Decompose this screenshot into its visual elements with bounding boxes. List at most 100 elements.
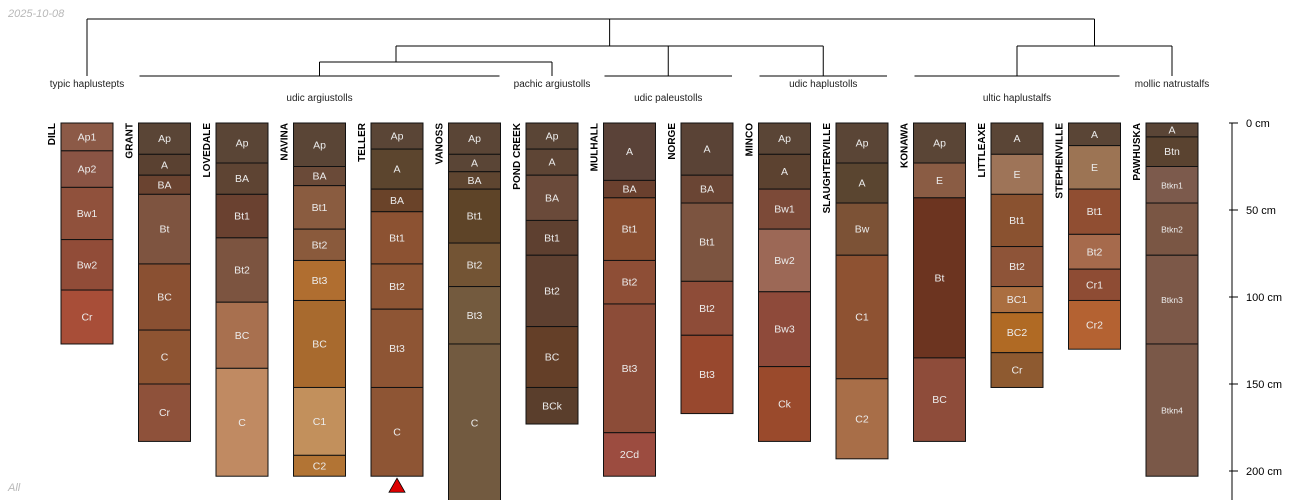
profile-name: KONAWA bbox=[900, 123, 911, 168]
horizon-rect bbox=[990, 193, 1044, 248]
horizon-label: Bt2 bbox=[544, 285, 560, 297]
horizon-rect bbox=[370, 263, 424, 310]
horizon-label: BA bbox=[622, 184, 636, 196]
horizon-rect bbox=[60, 289, 114, 345]
horizon-rect bbox=[1145, 254, 1199, 345]
group-label: udic haplustolls bbox=[789, 79, 857, 90]
horizon-label: BA bbox=[390, 195, 404, 207]
horizon-label: Ck bbox=[778, 399, 792, 411]
horizon-label: Btkn4 bbox=[1161, 406, 1183, 416]
horizon-rect bbox=[60, 150, 114, 188]
horizon-rect bbox=[525, 122, 579, 150]
horizon-rect bbox=[293, 454, 346, 477]
horizon-rect bbox=[448, 286, 501, 345]
horizon-rect bbox=[603, 197, 656, 261]
horizon-label: Ap bbox=[391, 131, 404, 143]
horizon-rect bbox=[60, 239, 114, 291]
horizon-rect bbox=[370, 211, 424, 265]
horizon-label: Cr bbox=[159, 407, 171, 419]
horizon-label: C bbox=[471, 418, 479, 430]
horizon-label: Bt1 bbox=[1009, 215, 1025, 227]
horizon-label: Ap1 bbox=[78, 131, 97, 143]
horizon-label: A bbox=[471, 158, 478, 170]
horizon-label: BA bbox=[545, 192, 559, 204]
depth-axis-label: 50 cm bbox=[1246, 205, 1276, 217]
profile-name: MULHALL bbox=[590, 123, 601, 171]
horizon-rect bbox=[603, 122, 656, 181]
horizon-label: Ap2 bbox=[78, 164, 97, 176]
profile-name: DILL bbox=[47, 123, 58, 145]
horizon-label: Bt1 bbox=[312, 202, 328, 214]
horizon-label: E bbox=[1013, 169, 1020, 181]
horizon-label: BC1 bbox=[1007, 294, 1028, 306]
horizon-rect bbox=[680, 334, 734, 415]
horizon-label: Cr2 bbox=[1086, 319, 1103, 331]
horizon-rect bbox=[1068, 233, 1121, 270]
horizon-rect bbox=[1068, 299, 1121, 350]
horizon-label: BC bbox=[545, 352, 560, 364]
horizon-label: Bt1 bbox=[622, 224, 638, 236]
footer-label: All bbox=[8, 482, 21, 494]
horizon-label: E bbox=[1091, 162, 1098, 174]
horizon-rect bbox=[215, 301, 269, 369]
horizon-label: Ap bbox=[546, 131, 559, 143]
horizon-rect bbox=[758, 188, 811, 230]
horizon-rect bbox=[680, 280, 734, 336]
horizon-rect bbox=[448, 343, 501, 500]
horizon-label: Bt1 bbox=[1087, 206, 1103, 218]
horizon-rect bbox=[1068, 188, 1121, 235]
horizon-label: Cr bbox=[81, 312, 93, 324]
truncation-marker bbox=[388, 477, 406, 493]
horizon-rect bbox=[293, 259, 346, 301]
profile-name: STEPHENVILLE bbox=[1055, 123, 1066, 199]
horizon-rect bbox=[215, 193, 269, 239]
group-label: udic paleustolls bbox=[634, 93, 702, 104]
horizon-rect bbox=[293, 228, 346, 261]
horizon-label: Bw3 bbox=[774, 324, 795, 336]
group-label: pachic argiustolls bbox=[514, 79, 591, 90]
horizon-label: Bt1 bbox=[544, 232, 560, 244]
depth-axis-label: 150 cm bbox=[1246, 379, 1282, 391]
group-label: ultic haplustalfs bbox=[983, 93, 1051, 104]
horizon-rect bbox=[913, 197, 966, 359]
horizon-label: Bt bbox=[160, 224, 170, 236]
horizon-label: A bbox=[1168, 124, 1175, 136]
horizon-label: Bt1 bbox=[467, 211, 483, 223]
horizon-label: Bw1 bbox=[774, 204, 795, 216]
horizon-rect bbox=[60, 186, 114, 241]
horizon-rect bbox=[603, 432, 656, 477]
horizon-rect bbox=[370, 148, 424, 190]
horizon-label: C bbox=[393, 426, 401, 438]
horizon-rect bbox=[370, 308, 424, 388]
horizon-label: Btkn2 bbox=[1161, 225, 1183, 235]
profile-name: POND CREEK bbox=[512, 122, 523, 189]
depth-axis-label: 100 cm bbox=[1246, 292, 1282, 304]
profile-name: NAVINA bbox=[280, 123, 291, 161]
horizon-label: Cr bbox=[1011, 365, 1023, 377]
horizon-label: Bt2 bbox=[467, 259, 483, 271]
horizon-label: Bt2 bbox=[699, 303, 715, 315]
horizon-rect bbox=[603, 303, 656, 434]
horizon-label: A bbox=[781, 166, 788, 178]
horizon-label: BA bbox=[700, 184, 714, 196]
horizon-label: C bbox=[238, 417, 246, 429]
horizon-rect bbox=[1145, 202, 1199, 256]
date-stamp: 2025-10-08 bbox=[8, 8, 65, 20]
horizon-label: Ap bbox=[313, 139, 326, 151]
horizon-rect bbox=[913, 162, 966, 199]
horizon-label: C bbox=[161, 352, 169, 364]
horizon-label: BC2 bbox=[1007, 327, 1028, 339]
horizon-label: A bbox=[548, 157, 555, 169]
horizon-label: Cr1 bbox=[1086, 279, 1103, 291]
horizon-label: BC bbox=[932, 394, 947, 406]
horizon-rect bbox=[525, 254, 579, 328]
horizon-rect bbox=[758, 366, 811, 442]
horizon-label: A bbox=[858, 178, 865, 190]
horizon-label: Bt2 bbox=[1009, 261, 1025, 273]
horizon-label: Ap bbox=[158, 133, 171, 145]
horizon-label: Bt1 bbox=[699, 237, 715, 249]
horizon-label: Bt2 bbox=[622, 277, 638, 289]
horizon-label: Btn bbox=[1164, 146, 1180, 158]
horizon-label: Bt bbox=[935, 272, 945, 284]
horizon-label: C2 bbox=[855, 413, 869, 425]
